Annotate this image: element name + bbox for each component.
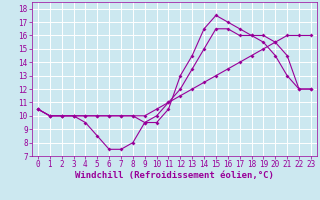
X-axis label: Windchill (Refroidissement éolien,°C): Windchill (Refroidissement éolien,°C): [75, 171, 274, 180]
